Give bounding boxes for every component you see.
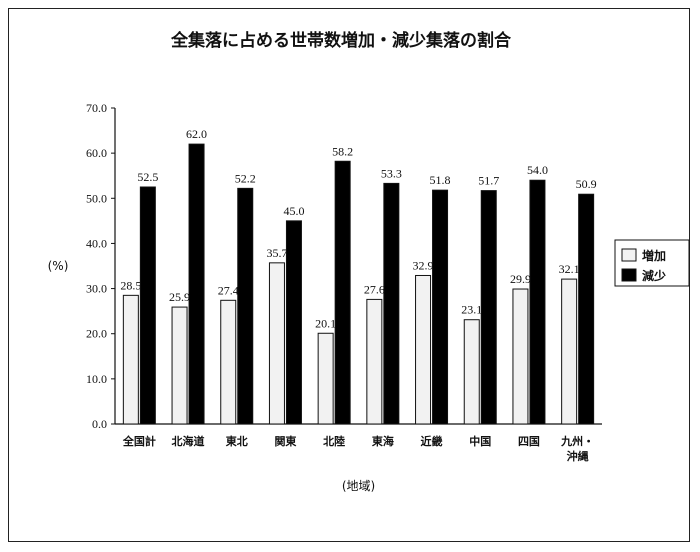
y-tick-label: 70.0: [86, 101, 107, 115]
data-label-increase: 20.1: [315, 316, 336, 330]
y-tick-label: 10.0: [86, 372, 107, 386]
y-tick-label: 30.0: [86, 282, 107, 296]
data-label-decrease: 51.7: [478, 174, 499, 188]
data-label-increase: 32.1: [559, 262, 580, 276]
y-tick-label: 40.0: [86, 236, 107, 250]
bar-increase: [268, 262, 285, 425]
data-label-decrease: 54.0: [527, 163, 548, 177]
bar-decrease: [432, 189, 449, 425]
y-tick-label: 0.0: [92, 417, 107, 431]
bar-decrease: [578, 193, 595, 425]
bar-increase: [317, 332, 334, 425]
bar-increase: [366, 298, 383, 425]
bar-increase: [415, 274, 432, 425]
data-label-decrease: 52.5: [137, 170, 158, 184]
legend-swatch: [621, 268, 637, 282]
bar-increase: [561, 278, 578, 425]
legend-swatch: [621, 248, 637, 262]
y-tick-label: 20.0: [86, 327, 107, 341]
y-axis-label: (%): [48, 259, 69, 273]
x-tick-label: 中国: [469, 434, 491, 448]
data-label-decrease: 51.8: [430, 173, 451, 187]
bar-decrease: [237, 187, 254, 425]
bar-decrease: [188, 143, 205, 425]
y-tick-label: 60.0: [86, 146, 107, 160]
legend-label: 増加: [642, 248, 666, 263]
data-label-decrease: 45.0: [283, 204, 304, 218]
x-tick-label: 東北: [226, 434, 248, 448]
data-label-increase: 23.1: [461, 303, 482, 317]
data-label-increase: 32.9: [413, 258, 434, 272]
data-label-decrease: 62.0: [186, 127, 207, 141]
x-tick-label: 全国計: [122, 434, 156, 448]
data-label-increase: 25.9: [169, 290, 190, 304]
bar-increase: [122, 294, 139, 425]
bar-increase: [463, 319, 480, 425]
y-tick-label: 50.0: [86, 191, 107, 205]
x-tick-label: 関東: [274, 434, 297, 448]
bar-decrease: [480, 190, 497, 425]
bar-decrease: [285, 220, 302, 425]
x-tick-label: 北陸: [323, 434, 345, 448]
bar-increase: [512, 288, 529, 425]
data-label-decrease: 50.9: [576, 177, 597, 191]
bar-decrease: [383, 182, 400, 425]
data-label-decrease: 53.3: [381, 166, 402, 180]
x-tick-label: 四国: [518, 435, 540, 448]
x-tick-label: 東海: [372, 434, 394, 448]
data-label-increase: 29.9: [510, 272, 531, 286]
x-tick-label: 北海道: [172, 434, 205, 448]
bar-increase: [220, 299, 237, 425]
bar-decrease: [334, 160, 351, 425]
x-tick-label: 近畿: [421, 434, 443, 448]
data-label-increase: 27.4: [218, 283, 239, 297]
data-label-decrease: 52.2: [235, 171, 256, 185]
data-label-increase: 27.6: [364, 282, 385, 296]
data-label-decrease: 58.2: [332, 144, 353, 158]
x-tick-label: 沖縄: [567, 449, 589, 463]
x-tick-label: 九州・: [560, 434, 594, 448]
legend-label: 減少: [642, 268, 666, 283]
chart-title: 全集落に占める世帯数増加・減少集落の割合: [171, 31, 511, 51]
data-label-increase: 28.5: [120, 278, 141, 292]
bar-increase: [171, 306, 188, 425]
x-axis-label: (地域): [342, 479, 375, 493]
bar-decrease: [139, 186, 156, 425]
data-label-increase: 35.7: [266, 246, 287, 260]
bar-decrease: [529, 179, 546, 425]
